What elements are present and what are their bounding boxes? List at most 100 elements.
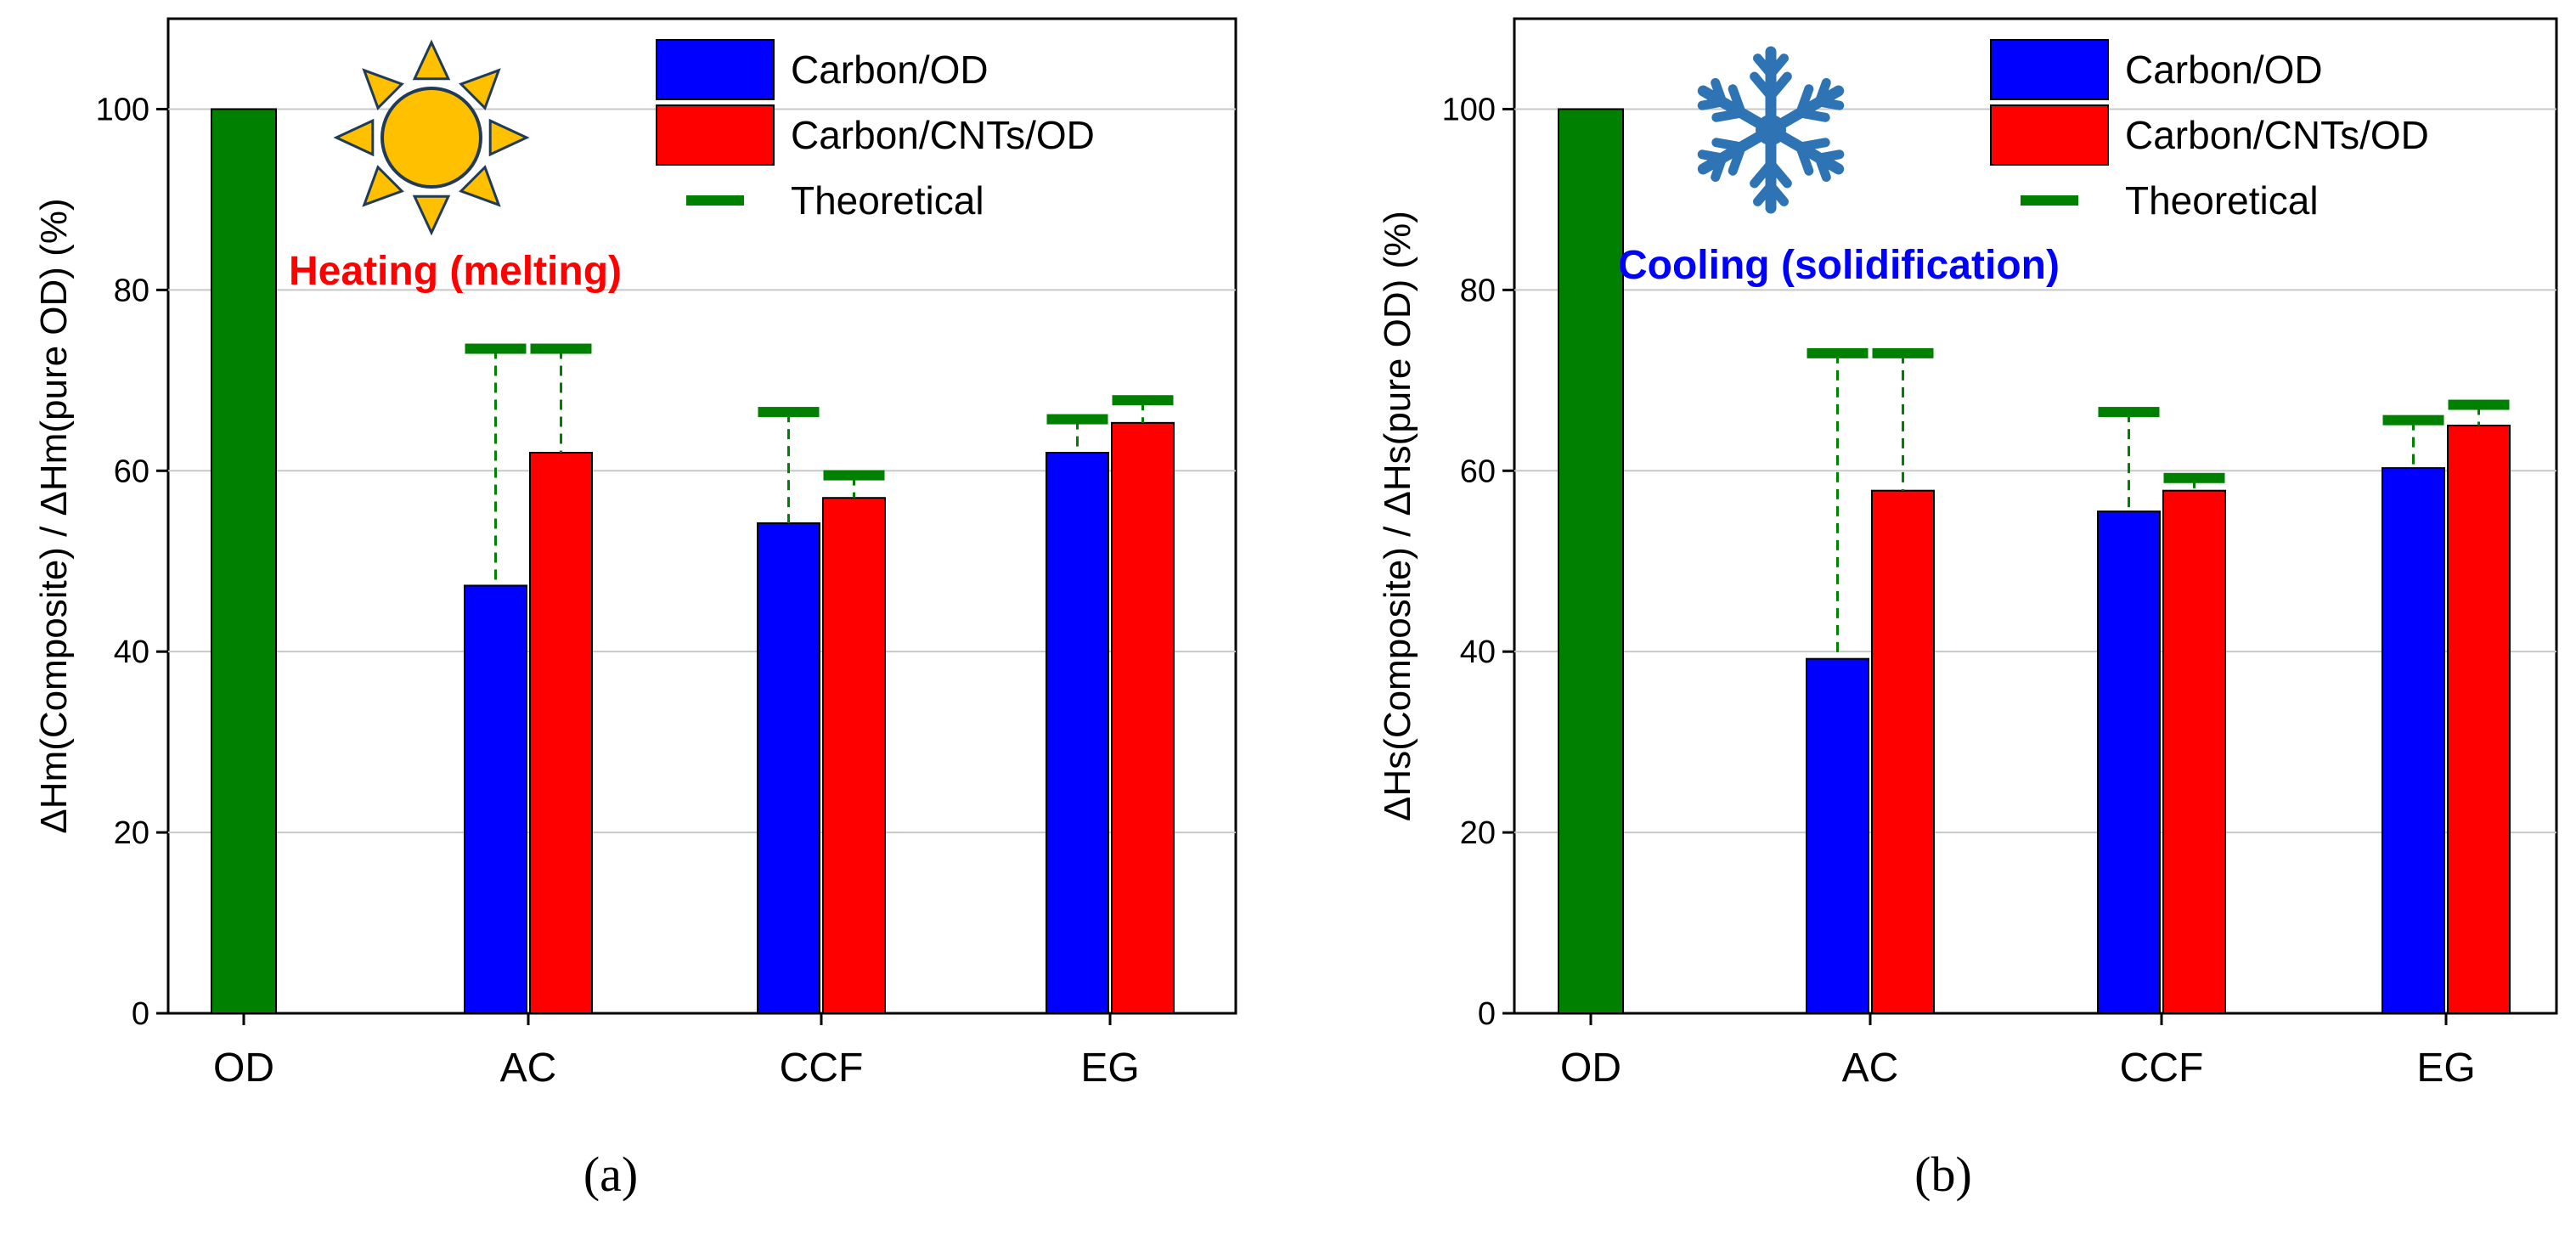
y-tick-label: 20 <box>1460 815 1496 851</box>
sun-ray <box>362 68 404 110</box>
y-tick-label: 80 <box>114 273 149 308</box>
y-tick-label: 40 <box>1460 634 1496 670</box>
x-category-label: AC <box>500 1046 557 1091</box>
x-category-label: CCF <box>2120 1046 2204 1091</box>
y-tick-label: 100 <box>96 92 149 127</box>
legend-swatch <box>1990 104 2109 166</box>
panel-label: (a) <box>583 1147 638 1202</box>
sun-ray <box>488 118 530 157</box>
theoretical-marker <box>2163 472 2225 483</box>
sun-ray <box>333 118 375 157</box>
legend-swatch <box>656 104 775 166</box>
snowflake-center <box>1756 115 1786 145</box>
x-category-label: OD <box>213 1046 274 1091</box>
y-axis-label: ΔHs(Composite) / ΔHs(pure OD) (%) <box>1377 211 1418 821</box>
bar-od-reference <box>1558 108 1624 1014</box>
theoretical-marker <box>758 407 820 418</box>
snowflake-branch <box>1814 97 1845 110</box>
x-category-label: EG <box>1080 1046 1139 1091</box>
y-tick-label: 80 <box>1460 273 1496 308</box>
sun-ray <box>459 68 501 110</box>
bar-carbon-cnts-od-ac <box>1871 489 1935 1014</box>
y-tick-label: 60 <box>1460 454 1496 489</box>
y-axis-ticks: 0 20 40 60 80 100 <box>1442 92 1514 1032</box>
x-category-label: OD <box>1560 1046 1621 1091</box>
snowflake-branch <box>1750 159 1776 189</box>
y-tick-label: 60 <box>114 454 149 489</box>
snowflake-branch <box>1711 77 1728 107</box>
theoretical-markers <box>1807 347 2510 659</box>
legend: Carbon/OD Carbon/CNTs/OD Theoretical <box>1990 39 2429 223</box>
snowflake-branch <box>1795 142 1814 176</box>
chart-panel-b: 0 20 40 60 80 100 OD AC CCF EG Carbon/OD Carbon/C… <box>1377 17 2558 1202</box>
panel-label: (b) <box>1914 1147 1972 1202</box>
sun-ray <box>412 195 451 236</box>
sun-disc <box>380 87 482 189</box>
bar-carbon-od-ccf <box>2097 510 2161 1014</box>
y-tick-label: 20 <box>114 815 149 851</box>
legend-swatch <box>2021 195 2078 206</box>
x-axis-categories: OD AC CCF EG <box>1560 1013 2476 1091</box>
plot-frame <box>1513 17 2558 1015</box>
y-tick-label: 0 <box>1478 996 1496 1032</box>
panel-label-text: (a) <box>583 1147 638 1202</box>
x-category-label: AC <box>1842 1046 1899 1091</box>
bar-carbon-od-eg <box>1046 451 1109 1014</box>
condition-annotation: Heating (melting) <box>289 249 622 294</box>
legend-swatch <box>686 195 744 206</box>
legend-label: Carbon/CNTs/OD <box>2125 113 2429 157</box>
sun-ray <box>412 39 451 81</box>
legend-label: Carbon/CNTs/OD <box>791 113 1095 157</box>
bar-od-reference <box>211 108 277 1014</box>
theoretical-marker <box>465 343 527 354</box>
snowflake-branch <box>1814 153 1831 183</box>
x-axis-categories: OD AC CCF EG <box>213 1013 1140 1091</box>
bar-carbon-od-ccf <box>757 522 820 1014</box>
theoretical-marker <box>1807 347 1869 358</box>
snowflake-branch <box>1795 108 1830 122</box>
panel-label-text: (b) <box>1914 1147 1972 1202</box>
theoretical-marker <box>1046 414 1108 425</box>
theoretical-marker <box>1112 395 1174 406</box>
y-tick-label: 100 <box>1442 92 1496 127</box>
legend: Carbon/OD Carbon/CNTs/OD Theoretical <box>656 39 1095 223</box>
theoretical-marker <box>2382 414 2444 426</box>
snowflake-icon <box>1697 46 1845 214</box>
bars <box>211 108 1175 1014</box>
y-axis-ticks: 0 20 40 60 80 100 <box>96 92 168 1032</box>
snowflake-branch <box>1697 149 1728 163</box>
y-tick-label: 0 <box>132 996 149 1032</box>
legend-label: Carbon/OD <box>2125 48 2323 92</box>
snowflake-branch <box>1766 71 1792 101</box>
sun-icon <box>333 39 530 236</box>
legend-label: Carbon/OD <box>791 48 989 92</box>
legend-label: Theoretical <box>791 178 984 223</box>
theoretical-marker <box>823 470 885 481</box>
snowflake-branch <box>1728 84 1746 118</box>
theoretical-marker <box>530 343 592 354</box>
snowflake-branch <box>1753 181 1776 206</box>
bar-carbon-od-eg <box>2382 467 2445 1014</box>
y-tick-label: 40 <box>114 634 149 670</box>
theoretical-marker <box>2098 407 2160 418</box>
x-category-label: CCF <box>780 1046 864 1091</box>
bar-carbon-od-ac <box>1806 657 1869 1014</box>
bar-carbon-cnts-od-eg <box>2447 425 2511 1014</box>
sun-ray <box>362 165 404 207</box>
legend-swatch <box>1990 39 2109 100</box>
plot-frame <box>166 17 1237 1015</box>
sun-ray <box>459 165 501 207</box>
bar-carbon-od-ac <box>464 584 527 1014</box>
bar-carbon-cnts-od-ccf <box>822 497 886 1014</box>
legend-label: Theoretical <box>2125 178 2319 223</box>
bar-carbon-cnts-od-ccf <box>2162 489 2226 1014</box>
condition-annotation: Cooling (solidification) <box>1618 243 2060 288</box>
bar-carbon-cnts-od-eg <box>1111 421 1175 1014</box>
bar-carbon-cnts-od-ac <box>529 451 593 1014</box>
legend-swatch <box>656 39 775 100</box>
theoretical-marker <box>2448 399 2510 410</box>
chart-panel-a: 0 20 40 60 80 100 OD AC CCF EG Carbon/OD Carbon/C… <box>33 17 1237 1202</box>
snowflake-branch <box>1711 138 1746 152</box>
x-category-label: EG <box>2416 1046 2475 1091</box>
